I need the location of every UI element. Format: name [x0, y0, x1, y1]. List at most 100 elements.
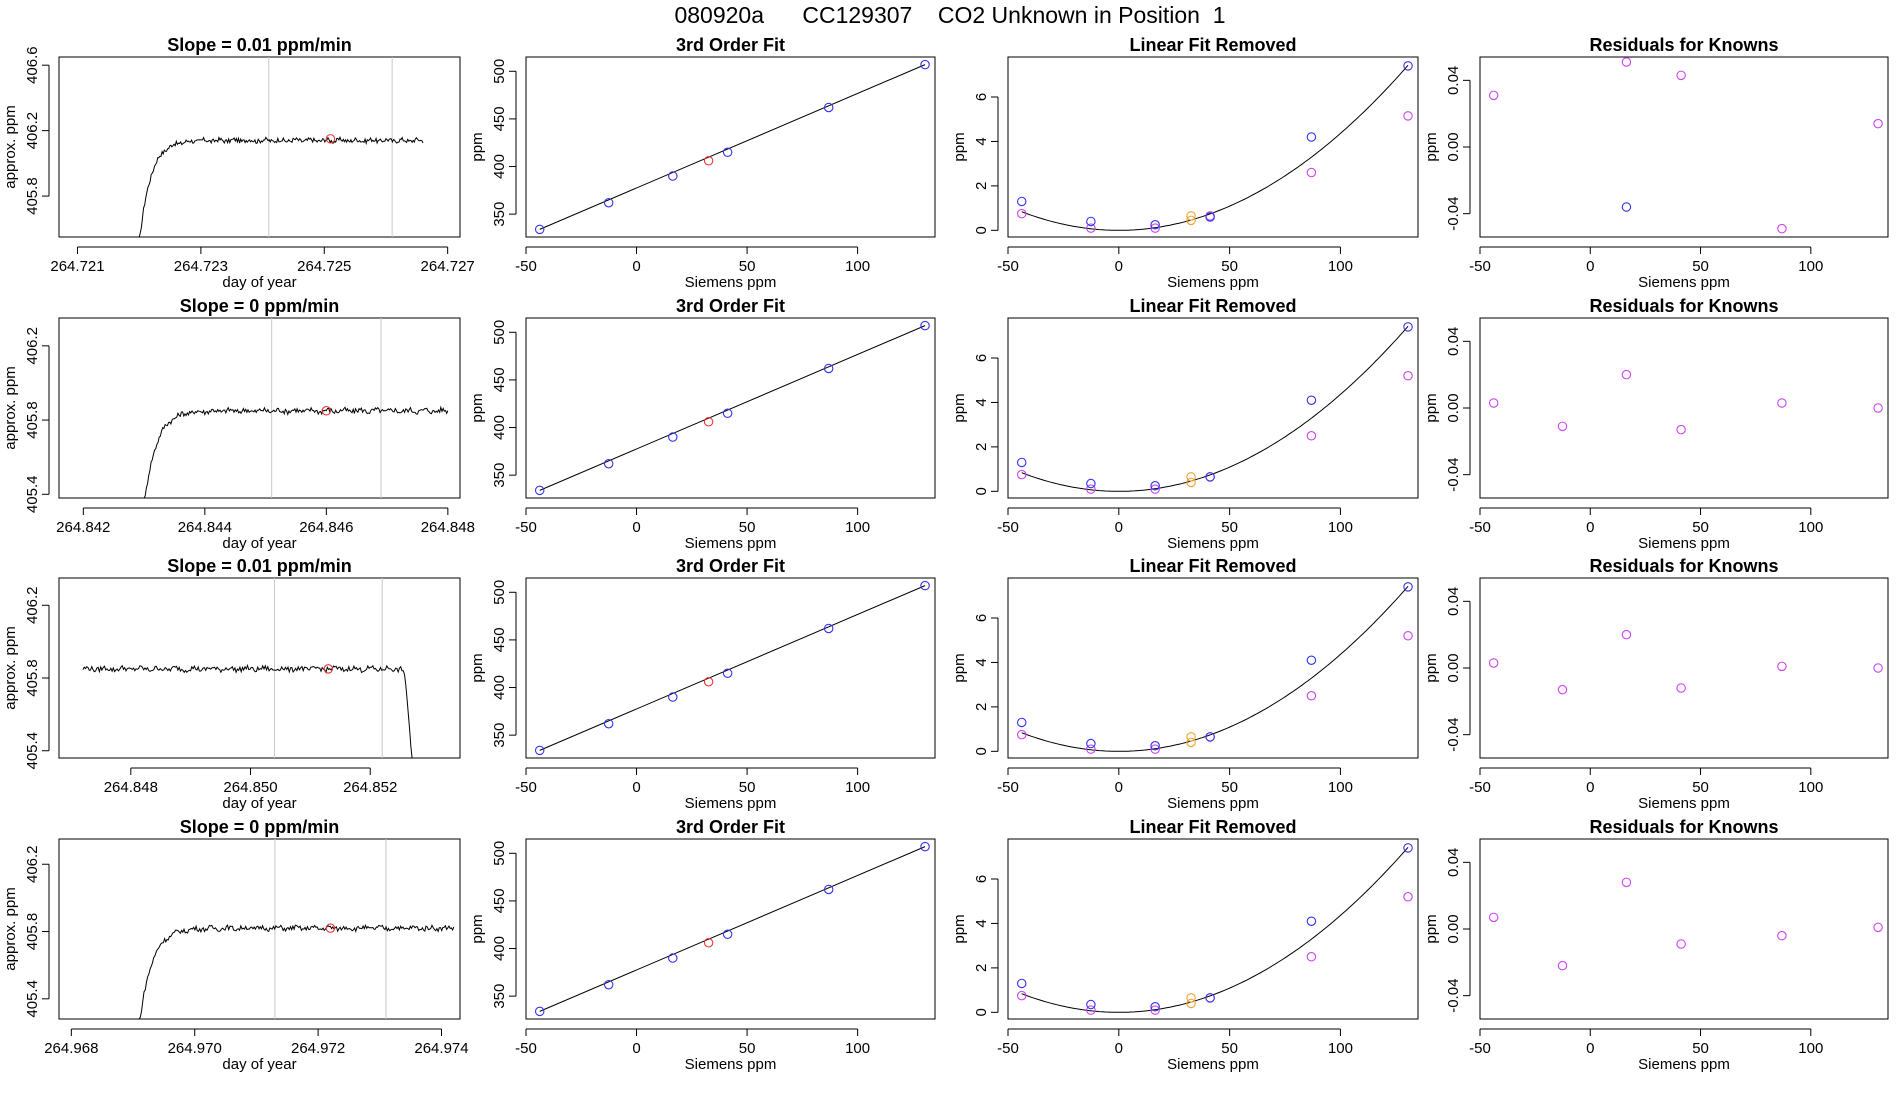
panel-title: Slope = 0 ppm/min [180, 817, 340, 837]
plot-frame [525, 317, 936, 499]
y-tick-label: 0.00 [1445, 132, 1462, 161]
y-tick-label: 2 [973, 182, 990, 190]
residual-point [1873, 922, 1883, 933]
x-tick-label: 264.972 [291, 1040, 345, 1057]
blue-point [1205, 472, 1215, 482]
purple-point [1403, 892, 1413, 902]
plot-frame [1007, 838, 1419, 1020]
x-tick-label: 100 [1328, 519, 1353, 536]
blue-point [1205, 993, 1215, 1003]
y-tick-label: 405.8 [24, 659, 41, 697]
x-axis-label: Siemens ppm [685, 274, 777, 291]
y-tick-label: 400 [491, 675, 508, 700]
linear-removed-chart: Linear Fit Removed -50 0 50 100 Siemens ppm 0 2… [951, 296, 1419, 552]
y-tick-label: 2 [973, 703, 990, 711]
orange-point [1186, 472, 1196, 482]
blue-point [1086, 738, 1096, 749]
known-point [668, 692, 678, 702]
y-tick-label: 500 [491, 841, 508, 866]
x-tick-label: 264.842 [56, 519, 110, 536]
fit-curve [1021, 64, 1409, 231]
y-axis-label: ppm [951, 914, 968, 943]
y-tick-label: 450 [491, 367, 508, 392]
y-tick-label: 0 [973, 1008, 990, 1016]
y-tick-label: 4 [973, 398, 990, 406]
plot-frame [1007, 56, 1419, 238]
plot-frame [1007, 577, 1419, 759]
purple-point [1086, 484, 1096, 494]
x-tick-label: 100 [845, 519, 870, 536]
residual-point-blue [1621, 202, 1632, 212]
x-axis-label: Siemens ppm [1638, 274, 1730, 291]
residual-point [1488, 912, 1499, 923]
unknown-point [321, 406, 332, 416]
plot-frame [58, 577, 461, 759]
x-tick-label: 100 [1798, 519, 1823, 536]
y-tick-label: 0.04 [1445, 848, 1462, 877]
linear-removed-chart: Linear Fit Removed -50 0 50 100 Siemens ppm 0 2… [951, 35, 1419, 291]
blue-point [1306, 395, 1317, 405]
residual-point [1621, 369, 1632, 380]
blue-point [1205, 732, 1215, 742]
residual-point [1621, 629, 1632, 640]
residuals-chart: Residuals for Knowns -50 0 50 100 Siemens ppm… [1423, 556, 1889, 812]
residual-point [1557, 421, 1568, 432]
purple-point [1403, 111, 1413, 121]
y-axis-label: approx. ppm [2, 626, 19, 709]
orange-point [1186, 732, 1196, 742]
blue-point [1150, 220, 1160, 230]
y-tick-label: 450 [491, 106, 508, 131]
y-tick-label: -0.04 [1445, 197, 1462, 231]
fit-curve [1021, 585, 1409, 752]
x-tick-label: 100 [1798, 779, 1823, 796]
known-point [823, 363, 834, 374]
x-tick-label: 100 [845, 1040, 870, 1057]
y-tick-label: 4 [973, 658, 990, 666]
purple-point [1306, 952, 1317, 962]
blue-point [1086, 999, 1096, 1010]
y-tick-label: 4 [973, 919, 990, 927]
blue-point [1086, 478, 1096, 489]
y-tick-label: 6 [973, 614, 990, 622]
orange-point [1186, 215, 1196, 226]
y-tick-label: 450 [491, 627, 508, 652]
plot-frame [525, 56, 936, 238]
x-tick-label: 100 [845, 258, 870, 275]
known-point [722, 929, 733, 939]
unknown-point [703, 677, 714, 687]
x-tick-label: -50 [515, 258, 537, 275]
plot-frame [58, 838, 461, 1020]
y-tick-label: 405.4 [24, 476, 41, 514]
x-tick-label: -50 [997, 1040, 1019, 1057]
purple-point [1086, 1005, 1096, 1015]
y-tick-label: 0 [973, 487, 990, 495]
known-point [823, 102, 834, 113]
residual-point [1873, 403, 1883, 413]
y-tick-label: 406.2 [24, 586, 41, 624]
cylinder-id: CC129307 [802, 2, 913, 28]
x-tick-label: 50 [1221, 258, 1238, 275]
blue-point [1086, 216, 1096, 227]
x-tick-label: 0 [632, 779, 640, 796]
x-tick-label: -50 [997, 779, 1019, 796]
residual-point [1557, 684, 1568, 695]
x-tick-label: 100 [1328, 258, 1353, 275]
y-axis-label: ppm [469, 653, 486, 682]
x-axis-label: Siemens ppm [1167, 1056, 1259, 1073]
known-point [668, 432, 678, 442]
orange-point [1186, 998, 1196, 1009]
known-point [722, 147, 733, 157]
x-tick-label: 264.974 [414, 1040, 468, 1057]
plot-frame [525, 838, 936, 1020]
x-tick-label: 264.968 [44, 1040, 98, 1057]
y-axis-label: ppm [951, 393, 968, 422]
panel-title: Residuals for Knowns [1589, 296, 1778, 316]
x-axis-label: Siemens ppm [1638, 1056, 1730, 1073]
x-tick-label: 0 [1586, 1040, 1594, 1057]
purple-point [1086, 744, 1096, 754]
y-axis-label: ppm [1423, 132, 1440, 161]
residual-point [1621, 877, 1632, 888]
x-tick-label: 100 [1328, 779, 1353, 796]
residuals-chart: Residuals for Knowns -50 0 50 100 Siemens ppm… [1423, 296, 1889, 552]
blue-point [1306, 655, 1317, 665]
